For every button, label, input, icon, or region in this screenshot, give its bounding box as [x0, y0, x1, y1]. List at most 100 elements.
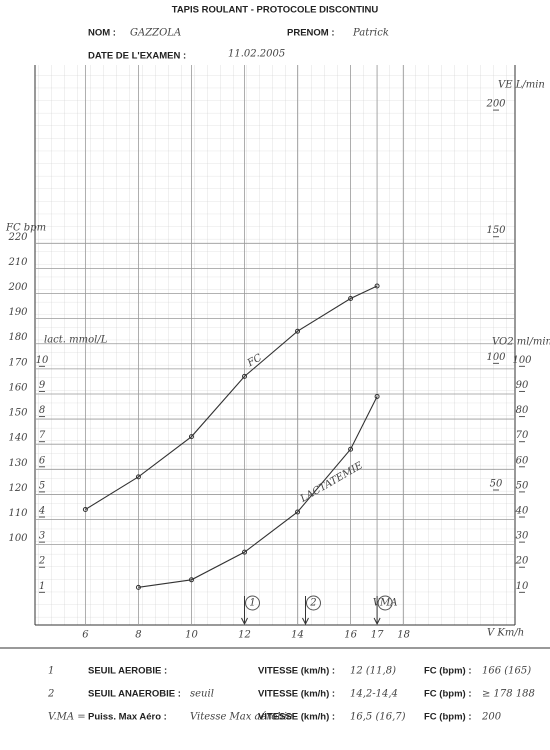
speed-label: VITESSE (km/h) :	[258, 666, 335, 677]
tick-label: 9	[39, 380, 46, 391]
tick-label: 160	[8, 382, 28, 393]
tick-label: 140	[8, 433, 28, 444]
tick-label: 4	[38, 506, 45, 517]
data-point	[82, 506, 88, 512]
tick-label: 70	[516, 430, 529, 441]
title: TAPIS ROULANT - PROTOCOLE DISCONTINU	[172, 5, 379, 16]
arrow-head	[373, 617, 381, 626]
data-point	[295, 509, 301, 515]
arrow-head	[241, 617, 248, 626]
data-point	[242, 549, 248, 555]
tick-label: 120	[8, 483, 28, 494]
x-tick-label: 6	[82, 630, 89, 641]
tick-label: 150	[8, 408, 28, 419]
name-label: NOM :	[88, 28, 116, 39]
tick-label: 60	[516, 455, 529, 466]
date: 11.02.2005	[228, 49, 285, 60]
speed-value: 12 (11,8)	[350, 666, 396, 677]
axis-label: VO2 ml/min/kg	[492, 337, 550, 348]
speed-value: 16,5 (16,7)	[350, 712, 406, 723]
tick-label: 200	[485, 99, 506, 110]
marker-circle	[305, 595, 321, 611]
hr-value: 166 (165)	[482, 666, 531, 677]
tick-label: 100	[512, 355, 532, 366]
tick-label: 2	[38, 556, 45, 567]
x-tick-label: 8	[135, 630, 141, 641]
row-note: Vitesse Max aérobie	[190, 712, 293, 723]
row-label: SEUIL AEROBIE :	[88, 666, 167, 677]
data-line	[85, 285, 378, 510]
tick-label: 10	[36, 355, 49, 366]
data-point	[135, 584, 141, 590]
hr-value: 200	[481, 712, 502, 723]
x-tick-label: 12	[238, 630, 251, 641]
tick-label: 40	[515, 506, 529, 517]
firstname-label: PRENOM :	[287, 28, 335, 39]
data-point	[295, 328, 301, 334]
data-point	[135, 474, 141, 480]
marker-circle	[245, 595, 261, 611]
arrow-head	[302, 617, 309, 626]
axis-label: lact. mmol/L	[44, 335, 108, 346]
tick-label: 150	[486, 225, 506, 236]
speed-value: 14,2-14,4	[350, 689, 398, 700]
x-tick-label: 17	[371, 630, 384, 641]
tick-label: 110	[8, 508, 28, 519]
tick-label: 1	[39, 581, 45, 592]
tick-label: 6	[39, 455, 46, 466]
tick-label: 10	[516, 581, 529, 592]
tick-label: 210	[7, 257, 28, 268]
row-note: seuil	[190, 689, 214, 700]
tick-label: 180	[8, 332, 28, 343]
row-marker: 2	[47, 689, 54, 700]
hr-label: FC (bpm) :	[424, 689, 472, 700]
hr-label: FC (bpm) :	[424, 712, 472, 723]
tick-label: 90	[516, 380, 529, 391]
tick-label: 130	[8, 458, 28, 469]
hr-value: ≥ 178 188	[482, 689, 535, 700]
x-tick-label: 16	[344, 630, 357, 641]
tick-label: 80	[516, 405, 529, 416]
row-marker: V.MA =	[48, 712, 86, 723]
x-axis-label: V Km/h	[487, 628, 524, 639]
axis-label: FC bpm	[5, 223, 46, 234]
data-point	[242, 373, 248, 379]
tick-label: 170	[8, 357, 28, 368]
tick-label: 50	[490, 479, 503, 490]
marker-label: 2	[309, 598, 316, 609]
tick-label: 20	[515, 556, 529, 567]
row-marker: 1	[48, 666, 54, 677]
tick-label: 190	[8, 307, 28, 318]
speed-label: VITESSE (km/h) :	[258, 712, 335, 723]
tick-label: 220	[7, 232, 28, 243]
tick-label: 3	[39, 531, 45, 542]
row-label: SEUIL ANAEROBIE :	[88, 689, 181, 700]
tick-label: 5	[39, 480, 45, 491]
marker-label: VMA	[373, 598, 398, 609]
date-label: DATE DE L'EXAMEN :	[88, 51, 186, 62]
tick-label: 8	[39, 405, 45, 416]
row-label: Puiss. Max Aéro :	[88, 712, 167, 723]
axis-label: VE L/min	[498, 80, 545, 91]
data-line	[138, 396, 378, 588]
marker-label: 1	[249, 598, 255, 609]
tick-label: 50	[516, 480, 529, 491]
tick-label: 100	[8, 533, 28, 544]
data-point	[374, 283, 380, 289]
x-tick-label: 14	[291, 630, 304, 641]
tick-label: 7	[39, 430, 46, 441]
data-point	[348, 296, 354, 302]
marker-circle	[377, 595, 393, 611]
name: GAZZOLA	[130, 28, 181, 39]
x-tick-label: 10	[185, 630, 198, 641]
hr-label: FC (bpm) :	[424, 666, 472, 677]
tick-label: 100	[486, 352, 506, 363]
data-point	[374, 393, 380, 399]
data-point	[188, 434, 194, 440]
tick-label: 30	[516, 531, 529, 542]
firstname: Patrick	[352, 28, 389, 39]
data-point	[188, 577, 194, 583]
graph-paper	[35, 65, 515, 625]
